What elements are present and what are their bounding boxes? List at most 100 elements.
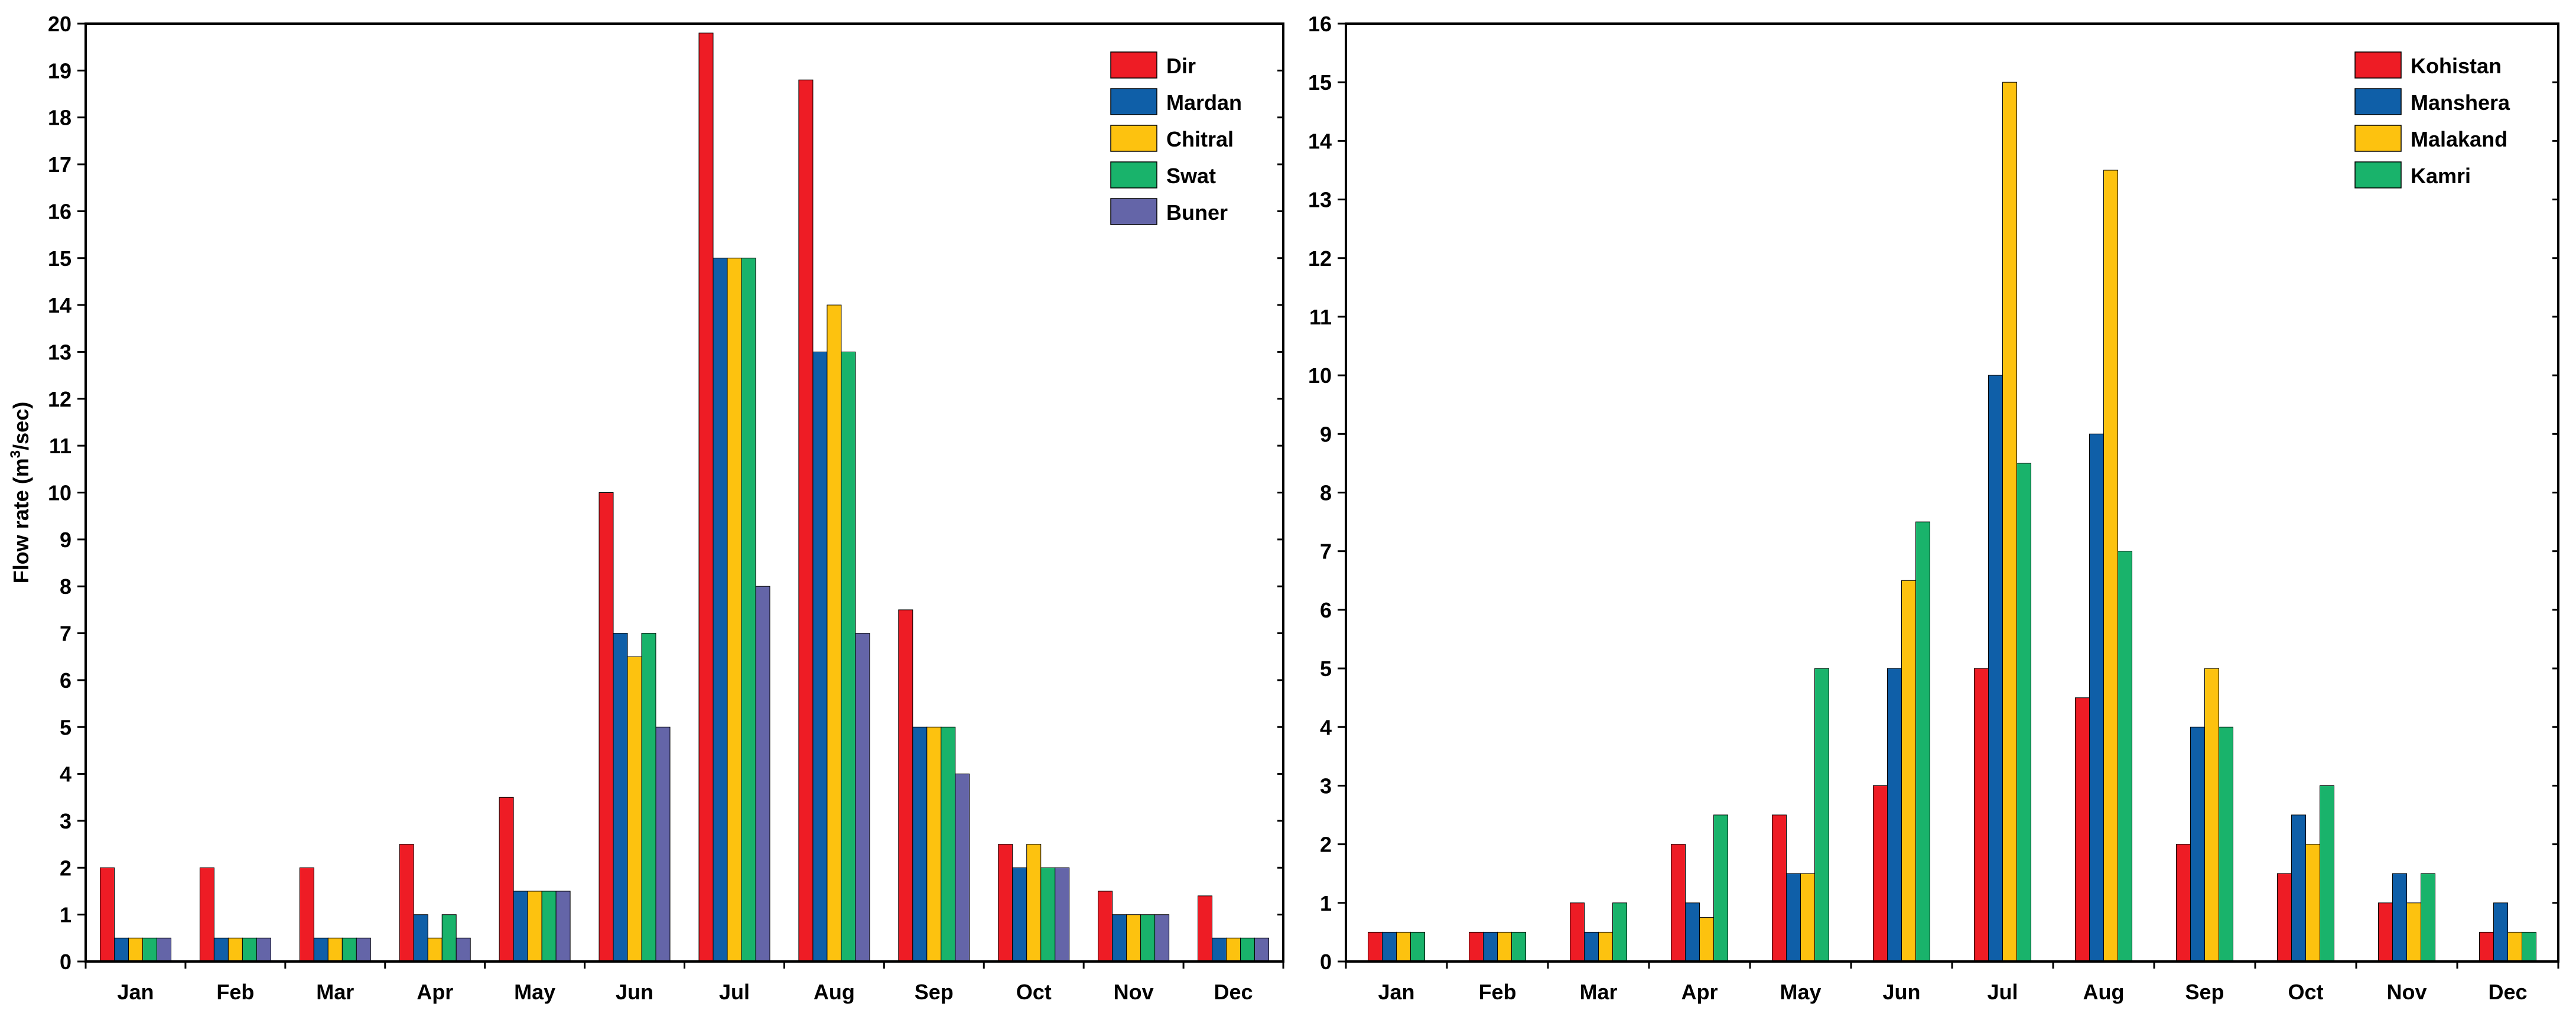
bar-dir-jan — [100, 867, 115, 962]
x-tick-label: Nov — [1114, 980, 1154, 1004]
y-tick-label: 3 — [60, 809, 71, 833]
bar-swat-dec — [1240, 937, 1255, 962]
y-axis-title: Flow rate (m3/sec) — [8, 402, 33, 583]
legend-swatch-chitral — [1110, 125, 1157, 152]
bar-kohistan-aug — [2075, 697, 2090, 962]
bar-kamri-may — [1814, 668, 1829, 962]
bar-mardan-aug — [812, 352, 828, 962]
legend: Dir Mardan Chitral Swat Buner — [1110, 51, 1242, 225]
bar-kamri-aug — [2118, 551, 2132, 962]
bar-kamri-jan — [1410, 931, 1425, 962]
bar-chitral-aug — [827, 304, 842, 962]
bar-dir-sep — [898, 609, 913, 962]
y-tick-label: 4 — [1320, 715, 1332, 739]
bar-kohistan-oct — [2277, 873, 2292, 962]
bars — [100, 33, 1269, 962]
bar-malakand-jul — [2002, 82, 2017, 962]
bar-kohistan-nov — [2378, 902, 2393, 962]
y-tick-label: 0 — [1320, 950, 1332, 974]
x-tick-label: Sep — [915, 980, 954, 1004]
x-tick-label: Sep — [2185, 980, 2224, 1004]
bar-swat-jan — [142, 937, 157, 962]
bar-dir-dec — [1198, 895, 1212, 962]
y-tick-label: 4 — [60, 762, 71, 787]
x-tick-label: Feb — [216, 980, 254, 1004]
bar-manshera-nov — [2392, 873, 2407, 962]
bar-swat-may — [541, 891, 557, 962]
bar-dir-oct — [998, 844, 1013, 962]
bar-buner-jan — [157, 937, 171, 962]
y-tick-label: 10 — [1308, 363, 1332, 388]
bar-malakand-jun — [1901, 580, 1916, 962]
bar-malakand-apr — [1699, 917, 1714, 962]
legend-label-mardan: Mardan — [1166, 90, 1242, 115]
bar-mardan-jun — [613, 633, 628, 962]
y-tick-label: 9 — [60, 528, 71, 552]
y-axis-title-part: Flow rate (m — [9, 458, 33, 583]
y-tick-label: 15 — [1308, 70, 1332, 95]
legend-swatch-manshera — [2354, 88, 2402, 115]
bar-swat-mar — [341, 937, 357, 962]
x-tick-label: Aug — [2083, 980, 2125, 1004]
bar-mardan-may — [513, 891, 528, 962]
bar-buner-feb — [256, 937, 271, 962]
bar-swat-oct — [1040, 867, 1056, 962]
bar-chitral-apr — [427, 937, 443, 962]
bar-buner-sep — [955, 774, 970, 962]
y-tick-label: 1 — [1320, 891, 1332, 915]
bar-kohistan-feb — [1469, 931, 1484, 962]
bar-swat-aug — [841, 352, 856, 962]
y-tick-label: 14 — [1308, 129, 1332, 153]
bar-kohistan-sep — [2176, 844, 2191, 962]
bar-manshera-dec — [2493, 902, 2508, 962]
y-tick-label: 2 — [60, 856, 71, 880]
bar-kamri-dec — [2522, 931, 2536, 962]
x-tick-label: Apr — [417, 980, 453, 1004]
bar-buner-may — [555, 891, 571, 962]
y-tick-label: 0 — [60, 950, 71, 974]
bar-mardan-jul — [713, 258, 728, 962]
legend-swatch-malakand — [2354, 125, 2402, 152]
y-tick-label: 19 — [48, 59, 71, 83]
x-axis: Jan Feb Mar Apr May Jun Jul Aug Sep Oct Nov Dec — [1345, 961, 2559, 1004]
legend-swatch-buner — [1110, 198, 1157, 225]
bar-chitral-sep — [926, 726, 942, 962]
legend-label-dir: Dir — [1166, 54, 1196, 78]
bar-swat-feb — [242, 937, 257, 962]
bar-chitral-jun — [627, 656, 642, 962]
bar-chitral-dec — [1226, 937, 1241, 962]
bar-dir-jul — [698, 33, 714, 962]
bar-swat-apr — [441, 914, 457, 962]
bar-malakand-jan — [1396, 931, 1411, 962]
bars — [1368, 82, 2536, 962]
x-tick-label: Jan — [117, 980, 154, 1004]
y-tick-label: 9 — [1320, 422, 1332, 446]
legend-label-malakand: Malakand — [2411, 127, 2507, 151]
y-tick-label: 16 — [48, 199, 71, 223]
legend: Kohistan Manshera Malakand Kamri — [2354, 51, 2510, 189]
bar-manshera-oct — [2291, 814, 2306, 962]
bar-dir-aug — [798, 79, 814, 962]
bar-dir-nov — [1098, 891, 1113, 962]
bar-swat-jul — [741, 258, 756, 962]
bar-kamri-jul — [2016, 463, 2031, 962]
x-tick-label: Nov — [2386, 980, 2427, 1004]
bar-chitral-nov — [1126, 914, 1141, 962]
bar-malakand-oct — [2305, 844, 2320, 962]
bar-kohistan-mar — [1570, 902, 1585, 962]
bar-chitral-oct — [1026, 844, 1042, 962]
bar-buner-jul — [755, 586, 770, 962]
bar-mardan-oct — [1012, 867, 1027, 962]
bar-dir-apr — [399, 844, 414, 962]
bar-kohistan-jun — [1873, 785, 1888, 962]
bar-malakand-sep — [2204, 668, 2219, 962]
x-tick-label: Jun — [616, 980, 653, 1004]
y-tick-label: 7 — [1320, 540, 1332, 564]
x-tick-label: May — [514, 980, 555, 1004]
bar-manshera-jun — [1887, 668, 1902, 962]
bar-kamri-feb — [1511, 931, 1526, 962]
bar-malakand-nov — [2406, 902, 2421, 962]
bar-buner-jun — [655, 726, 671, 962]
